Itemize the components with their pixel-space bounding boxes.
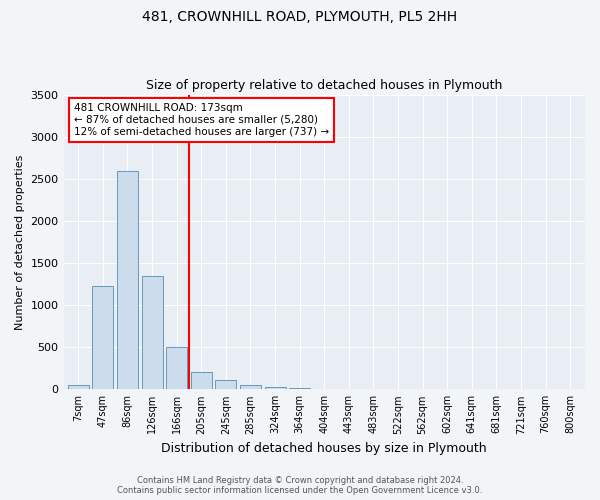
X-axis label: Distribution of detached houses by size in Plymouth: Distribution of detached houses by size … <box>161 442 487 455</box>
Bar <box>191 372 212 390</box>
Y-axis label: Number of detached properties: Number of detached properties <box>15 154 25 330</box>
Bar <box>265 387 286 390</box>
Text: 481, CROWNHILL ROAD, PLYMOUTH, PL5 2HH: 481, CROWNHILL ROAD, PLYMOUTH, PL5 2HH <box>142 10 458 24</box>
Bar <box>92 286 113 390</box>
Text: 481 CROWNHILL ROAD: 173sqm
← 87% of detached houses are smaller (5,280)
12% of s: 481 CROWNHILL ROAD: 173sqm ← 87% of deta… <box>74 104 329 136</box>
Bar <box>142 276 163 390</box>
Bar <box>166 347 187 390</box>
Text: Contains HM Land Registry data © Crown copyright and database right 2024.
Contai: Contains HM Land Registry data © Crown c… <box>118 476 482 495</box>
Bar <box>289 388 310 390</box>
Title: Size of property relative to detached houses in Plymouth: Size of property relative to detached ho… <box>146 79 502 92</box>
Bar <box>68 385 89 390</box>
Bar <box>240 385 261 390</box>
Bar <box>117 171 138 390</box>
Bar <box>215 380 236 390</box>
